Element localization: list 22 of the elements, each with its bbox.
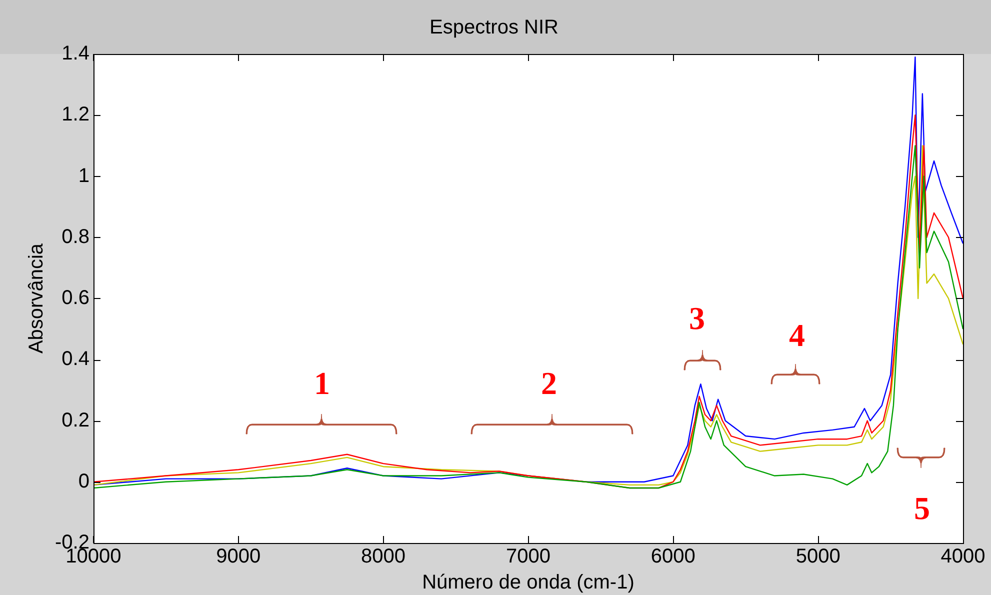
y-tick-label: 0 <box>78 470 90 492</box>
x-tick-label: 8000 <box>361 546 406 568</box>
y-tick-label: 0.4 <box>62 348 90 370</box>
annotation: 3 <box>688 300 706 338</box>
y-axis-title: Absorvância <box>26 242 48 354</box>
x-tick-label: 4000 <box>940 546 986 568</box>
x-axis-title: Número de onda (cm-1) <box>422 572 634 594</box>
annotation: 5 <box>913 490 931 528</box>
x-tick-label: 5000 <box>796 546 840 568</box>
x-tick-label: 7000 <box>506 546 550 568</box>
annotation: 4 <box>788 317 806 355</box>
y-tick-label: 0.8 <box>62 226 90 248</box>
annotation: 2 <box>540 365 558 403</box>
y-tick-label: 1 <box>78 164 90 187</box>
chart-title: Espectros NIR <box>430 16 558 39</box>
y-tick-label: 0.2 <box>62 409 90 432</box>
annotation: 1 <box>313 365 331 403</box>
y-tick-label: 1.2 <box>62 104 90 126</box>
y-tick-label: 0.6 <box>62 287 90 310</box>
x-tick-label: 9000 <box>216 546 261 568</box>
x-tick-label: 6000 <box>650 546 696 568</box>
y-tick-label: 1.4 <box>62 42 90 65</box>
